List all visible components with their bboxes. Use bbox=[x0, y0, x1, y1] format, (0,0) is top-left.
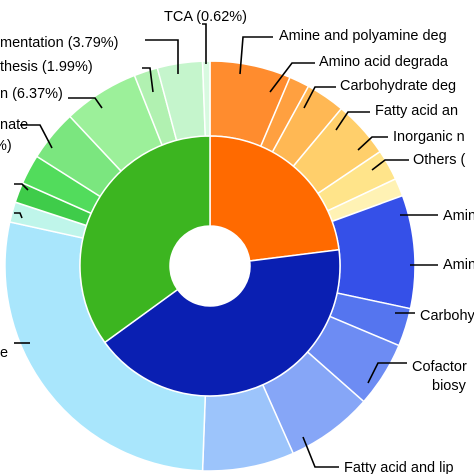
label-e: e bbox=[0, 345, 8, 361]
label-n: n (6.37%) bbox=[0, 86, 63, 102]
leader-line-1 bbox=[142, 67, 154, 93]
label-cofactor: Cofactor biosy bbox=[412, 359, 467, 394]
leader-line-5 bbox=[14, 212, 23, 219]
center-hole bbox=[170, 226, 250, 306]
leader-line-6 bbox=[202, 23, 207, 64]
inner-ring bbox=[79, 135, 341, 397]
label-carbohy: Carbohy bbox=[420, 308, 474, 324]
leader-line-0 bbox=[145, 39, 179, 74]
label-amin-1: Amin bbox=[443, 208, 474, 224]
outer-ring bbox=[4, 60, 416, 472]
label-leader-lines bbox=[14, 23, 438, 468]
leader-line-7 bbox=[239, 36, 273, 75]
leader-line-10 bbox=[335, 111, 370, 131]
labels: TCA (0.62%) mentation (3.79%) thesis (1.… bbox=[0, 9, 474, 474]
leader-line-8 bbox=[269, 62, 315, 93]
label-inorganic: Inorganic n bbox=[393, 129, 465, 145]
leader-line-2 bbox=[68, 97, 103, 109]
leader-line-9 bbox=[303, 86, 336, 109]
label-others: Others ( bbox=[413, 152, 466, 168]
label-tca: TCA (0.62%) bbox=[164, 9, 247, 25]
leader-line-12 bbox=[371, 159, 409, 171]
label-nate: nate bbox=[0, 117, 28, 133]
leader-line-3 bbox=[20, 124, 53, 149]
label-amine-polyamine: Amine and polyamine deg bbox=[279, 28, 447, 44]
label-amino-acid-degrada: Amino acid degrada bbox=[319, 54, 449, 70]
label-amin-2: Amin bbox=[443, 257, 474, 273]
leader-line-11 bbox=[357, 136, 388, 151]
leader-line-16 bbox=[367, 362, 407, 384]
leader-line-4 bbox=[14, 183, 29, 191]
inner-slice-2 bbox=[79, 135, 211, 344]
label-fatty-acid-an: Fatty acid an bbox=[375, 103, 458, 119]
label-thesis: thesis (1.99%) bbox=[0, 59, 93, 75]
label-nate-cont: %) bbox=[0, 138, 12, 154]
leader-line-17 bbox=[302, 436, 339, 468]
label-mentation: mentation (3.79%) bbox=[0, 35, 118, 51]
label-carbohydrate-deg: Carbohydrate deg bbox=[340, 78, 456, 94]
label-fatty-acid-lip: Fatty acid and lip bbox=[344, 460, 454, 474]
